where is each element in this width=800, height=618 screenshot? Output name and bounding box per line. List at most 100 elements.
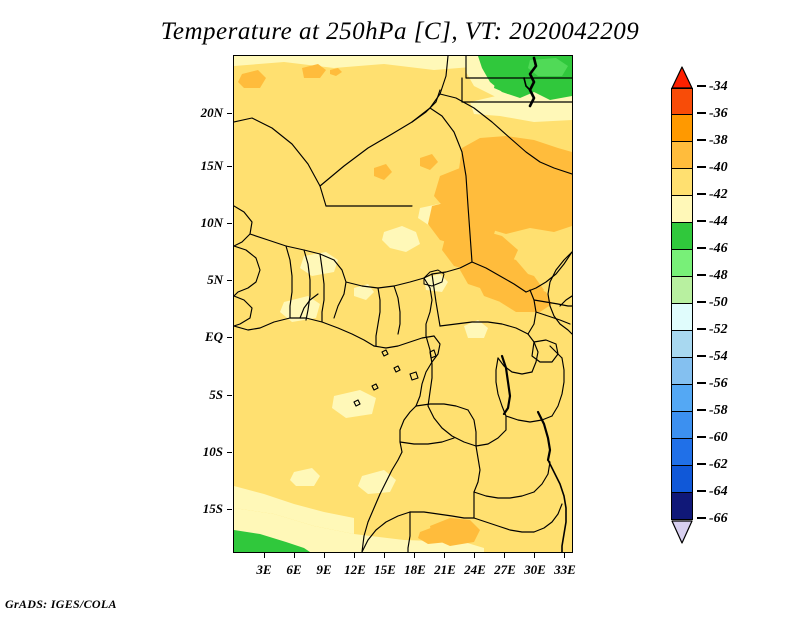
colorbar-tick-text: -66: [709, 511, 728, 526]
colorbar-tick-dash: [697, 138, 706, 141]
y-axis-label-5n: 5N: [207, 272, 223, 287]
colorbar-tick-dash: [697, 165, 706, 168]
colorbar-tick-dash: [697, 246, 706, 249]
colorbar-segment: [671, 223, 693, 250]
x-tick: [384, 553, 385, 558]
colorbar-segment: [671, 331, 693, 358]
colorbar-tick-text: -42: [709, 187, 728, 202]
colorbar-tick-text: -60: [709, 430, 728, 445]
x-axis-label-12e: 12E: [344, 562, 366, 577]
colorbar-tick-label: -50: [697, 295, 728, 311]
colorbar-tick-label: -44: [697, 214, 728, 230]
colorbar-cap-bottom: [671, 520, 693, 544]
y-tick: [227, 113, 232, 114]
y-tick: [227, 452, 232, 453]
colorbar-tick-label: -52: [697, 322, 728, 338]
y-axis-label-10s: 10S: [202, 444, 223, 459]
colorbar-tick-label: -60: [697, 430, 728, 446]
y-axis-label-eq: EQ: [204, 329, 223, 344]
colorbar-tick-text: -44: [709, 214, 728, 229]
colorbar-tick-label: -34: [697, 79, 728, 95]
colorbar-tick-text: -52: [709, 322, 728, 337]
x-tick: [324, 553, 325, 558]
x-axis-label-18e: 18E: [404, 562, 426, 577]
colorbar-tick-text: -54: [709, 349, 728, 364]
x-tick: [564, 553, 565, 558]
colorbar-tick-dash: [697, 219, 706, 222]
colorbar-segment: [671, 277, 693, 304]
y-axis-label-15n: 15N: [200, 158, 223, 173]
colorbar-tick-dash: [697, 516, 706, 519]
colorbar-tick-label: -48: [697, 268, 728, 284]
colorbar: -34 -36 -38 -40 -42 -44 -46 -48 -50 -52 -54 -56 -58 -…: [671, 66, 791, 546]
colorbar-tick-label: -38: [697, 133, 728, 149]
colorbar-tick-text: -40: [709, 160, 728, 175]
colorbar-tick-label: -62: [697, 457, 728, 473]
colorbar-segment: [671, 88, 693, 115]
y-tick: [227, 509, 232, 510]
colorbar-segment: [671, 358, 693, 385]
colorbar-tick-dash: [697, 300, 706, 303]
colorbar-tick-text: -50: [709, 295, 728, 310]
colorbar-tick-dash: [697, 192, 706, 195]
colorbar-tick-text: -58: [709, 403, 728, 418]
colorbar-tick-dash: [697, 84, 706, 87]
x-tick: [534, 553, 535, 558]
x-axis-label-30e: 30E: [524, 562, 546, 577]
colorbar-tick-dash: [697, 327, 706, 330]
x-tick: [414, 553, 415, 558]
y-axis-label-15s: 15S: [202, 501, 223, 516]
x-tick: [444, 553, 445, 558]
colorbar-tick-label: -64: [697, 484, 728, 500]
colorbar-segment: [671, 412, 693, 439]
footer-credit: GrADS: IGES/COLA: [5, 597, 117, 611]
colorbar-tick-text: -48: [709, 268, 728, 283]
x-axis-label-6e: 6E: [286, 562, 302, 577]
colorbar-segment: [671, 304, 693, 331]
colorbar-segment: [671, 142, 693, 169]
y-tick: [227, 166, 232, 167]
colorbar-tick-label: -40: [697, 160, 728, 176]
x-axis-label-21e: 21E: [434, 562, 456, 577]
map-plot-area: [227, 55, 573, 558]
colorbar-tick-text: -36: [709, 106, 728, 121]
colorbar-segment: [671, 196, 693, 223]
colorbar-tick-dash: [697, 489, 706, 492]
colorbar-segment: [671, 115, 693, 142]
colorbar-tick-text: -64: [709, 484, 728, 499]
colorbar-segment: [671, 466, 693, 493]
colorbar-tick-dash: [697, 462, 706, 465]
colorbar-segment: [671, 250, 693, 277]
colorbar-segment: [671, 169, 693, 196]
colorbar-tick-text: -38: [709, 133, 728, 148]
colorbar-tick-label: -56: [697, 376, 728, 392]
x-axis-label-3e: 3E: [256, 562, 272, 577]
colorbar-segments: [671, 88, 693, 520]
y-axis-label-10n: 10N: [200, 215, 223, 230]
colorbar-tick-dash: [697, 273, 706, 276]
x-axis-label-24e: 24E: [464, 562, 486, 577]
colorbar-segment: [671, 439, 693, 466]
colorbar-tick-text: -62: [709, 457, 728, 472]
colorbar-tick-dash: [697, 111, 706, 114]
colorbar-tick-label: -58: [697, 403, 728, 419]
x-tick: [504, 553, 505, 558]
page-title: Temperature at 250hPa [C], VT: 202004220…: [160, 18, 640, 45]
y-axis-label-20n: 20N: [200, 105, 223, 120]
colorbar-segment: [671, 493, 693, 520]
colorbar-tick-dash: [697, 435, 706, 438]
x-axis-label-15e: 15E: [374, 562, 396, 577]
x-tick: [474, 553, 475, 558]
x-axis-label-27e: 27E: [494, 562, 516, 577]
y-tick: [227, 280, 232, 281]
colorbar-tick-dash: [697, 354, 706, 357]
colorbar-cap-top: [671, 66, 693, 89]
colorbar-tick-dash: [697, 381, 706, 384]
x-tick: [294, 553, 295, 558]
colorbar-tick-label: -54: [697, 349, 728, 365]
colorbar-tick-dash: [697, 408, 706, 411]
x-axis-label-9e: 9E: [316, 562, 332, 577]
map-field-svg: [234, 56, 572, 552]
colorbar-segment: [671, 385, 693, 412]
